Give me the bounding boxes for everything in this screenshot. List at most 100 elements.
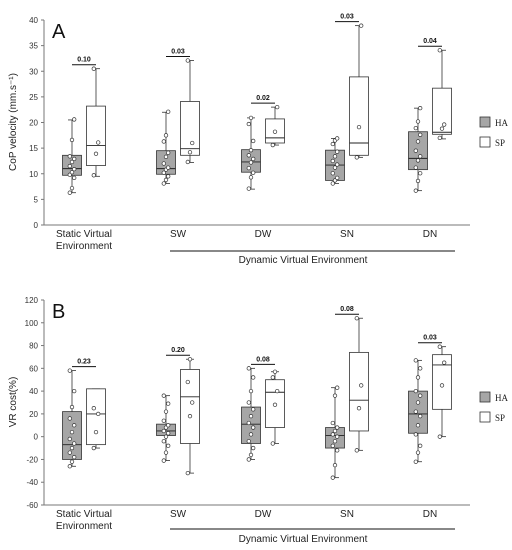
box-ha-2 [241,366,261,462]
data-point [275,388,280,394]
category-label: Static Virtual Environment [56,509,112,532]
y-tick-label: 20 [29,119,38,128]
data-point [67,154,72,159]
data-point [166,401,171,406]
data-point [415,119,421,124]
data-point [413,188,418,193]
box-sp-4 [432,48,452,141]
data-point [166,423,171,428]
data-point [418,105,423,111]
pvalue-label: 0.10 [77,57,91,64]
data-point [251,156,256,162]
data-point [163,434,169,439]
pvalue-label: 0.03 [423,335,437,342]
data-point [161,139,166,144]
box-iqr [86,388,106,446]
data-point [354,316,359,321]
data-point [163,154,169,159]
panel-a-legend: HA SP [479,116,508,148]
data-point [332,428,338,434]
pvalue-label: 0.08 [256,356,270,363]
data-point [248,148,254,153]
data-point [166,431,171,436]
data-point [67,368,72,373]
y-tick-label: -60 [26,501,38,510]
category-label: SW [170,509,187,520]
panel-b-category-labels: Static Virtual Environment SW DW SN DN [56,509,437,532]
data-point [163,409,169,414]
data-point [248,414,254,419]
data-point [67,464,72,469]
data-point [418,414,423,419]
category-label: SN [340,229,354,240]
data-point [72,388,77,394]
data-point [185,379,190,385]
box-ha-2 [241,115,261,191]
data-point [69,170,75,175]
legend-swatch-ha [479,391,491,403]
box-sp-1 [180,357,200,476]
y-tick-label: 5 [34,195,39,204]
y-tick-label: 40 [29,387,38,396]
panel-b-letter: B [52,301,65,323]
data-point [415,375,421,380]
y-tick-label: 120 [25,296,39,305]
data-point [335,175,340,181]
panel-a: A CoP velocity (mm.s⁻¹) 0 5 10 15 20 25 30 35 40… [8,14,508,266]
data-point [413,125,418,131]
data-point [163,450,169,455]
data-point [439,126,445,131]
data-point [332,154,338,159]
y-tick-label: 35 [29,42,38,51]
data-point [72,156,77,162]
data-point [166,150,171,155]
data-point [330,420,335,426]
data-point [161,393,166,398]
data-point [91,66,96,71]
data-point [437,135,442,141]
category-label: Static Virtual Environment [56,229,112,252]
data-point [72,455,77,460]
box-sp-0 [86,388,106,451]
data-point [330,475,335,480]
data-point [437,434,442,439]
data-point [185,470,190,476]
data-point [248,115,254,121]
data-point [96,140,101,145]
box-iqr [86,105,106,166]
data-point [246,439,251,444]
data-point [69,404,75,410]
category-label: DW [255,229,272,240]
data-point [91,406,96,411]
pvalue-label: 0.08 [340,306,354,313]
box-sp-2 [265,369,285,446]
data-point [272,402,278,407]
data-point [413,409,418,414]
data-point [354,448,359,453]
box-iqr [432,354,452,410]
data-point [166,109,171,114]
data-point [335,448,340,453]
data-point [187,150,193,155]
data-point [163,177,169,183]
panel-a-annotations: 0.10 0.03 0.02 0.03 0.04 [72,14,442,104]
y-tick-label: 80 [29,342,38,351]
data-point [415,158,421,163]
box-iqr [349,76,369,156]
box-sp-3 [349,316,369,453]
data-point [69,459,75,464]
box-iqr [432,87,452,135]
pvalue-label: 0.02 [256,95,270,102]
box-iqr [62,154,82,176]
box-ha-4 [408,358,428,464]
panel-a-category-labels: Static Virtual Environment SW DW SN DN [56,229,437,252]
data-point [72,166,77,172]
y-tick-label: 20 [29,410,38,419]
panel-b-legend: HA SP [479,391,508,423]
y-tick-label: 25 [29,93,38,102]
data-point [248,388,254,394]
data-point [69,159,75,165]
data-point [161,439,166,444]
data-point [332,165,338,170]
panel-b-y-ticks: -60 -40 -20 0 20 40 60 80 100 120 [25,296,44,510]
